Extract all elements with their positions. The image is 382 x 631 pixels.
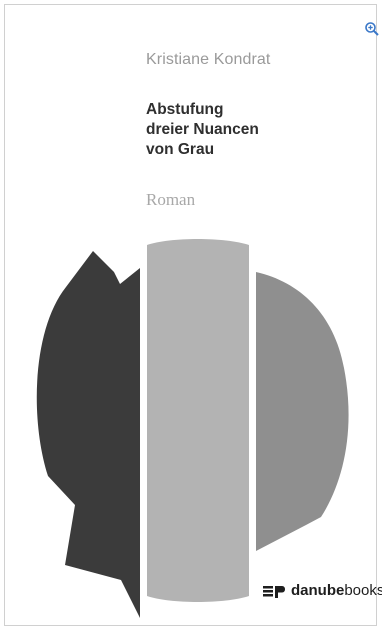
mid-grey-shape: [256, 272, 349, 551]
genre-label: Roman: [146, 190, 196, 209]
publisher-name-light: books: [344, 582, 382, 599]
title-line-1: Abstufung: [146, 101, 224, 118]
book-title: Abstufung dreier Nuancen von Grau: [146, 100, 259, 160]
author-name: Kristiane Kondrat: [146, 51, 271, 68]
publisher-brand: danubebooks: [263, 582, 382, 599]
zoom-in-icon[interactable]: [364, 21, 380, 37]
light-grey-shape: [147, 239, 249, 602]
title-line-3: von Grau: [146, 141, 215, 158]
dark-grey-shape: [36, 251, 140, 618]
publisher-logo-icon: [263, 585, 285, 598]
publisher-name: danubebooks: [291, 582, 382, 599]
title-line-2: dreier Nuancen: [146, 121, 259, 138]
publisher-name-bold: danube: [291, 582, 345, 599]
